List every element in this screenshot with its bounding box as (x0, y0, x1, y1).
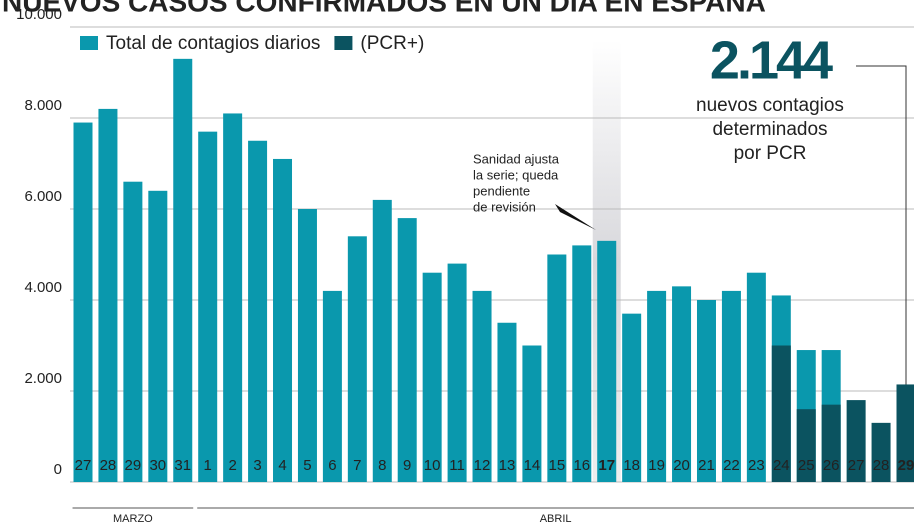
bar (148, 190, 168, 483)
x-tick-label: 31 (174, 457, 191, 474)
bar (622, 313, 642, 482)
bar (647, 290, 667, 482)
bar (696, 300, 716, 482)
bar (73, 122, 93, 483)
bar (821, 404, 841, 482)
annotation: Sanidad ajusta (473, 151, 560, 166)
bar (173, 58, 193, 482)
bar (746, 272, 766, 482)
annotation-pointer (555, 204, 596, 230)
bar (547, 254, 567, 482)
x-tick-label: 30 (149, 457, 166, 474)
x-tick-label: 10 (424, 457, 441, 474)
x-tick-label: 1 (204, 457, 212, 474)
legend-label: (PCR+) (360, 33, 424, 54)
x-tick-label: 8 (378, 457, 386, 474)
annotation: la serie; queda (473, 167, 559, 182)
bar (372, 199, 392, 482)
y-tick-label: 4.000 (24, 279, 62, 296)
x-tick-label: 21 (698, 457, 715, 474)
x-tick-label: 20 (673, 457, 690, 474)
x-tick-label: 15 (549, 457, 566, 474)
legend-label: Total de contagios diarios (106, 33, 320, 54)
legend-swatch (334, 36, 353, 50)
bar (896, 384, 914, 482)
bar (672, 286, 692, 482)
bar (98, 108, 118, 483)
bar (522, 345, 542, 482)
bar (397, 218, 417, 482)
x-tick-label: 14 (524, 457, 541, 474)
bar (796, 409, 816, 482)
x-tick-label: 7 (353, 457, 361, 474)
annotation: de revisión (473, 199, 536, 214)
x-tick-label: 23 (748, 457, 765, 474)
bar (223, 113, 243, 482)
bar (123, 181, 143, 482)
bar (846, 400, 866, 482)
x-tick-label: 29 (125, 457, 142, 474)
x-tick-label: 6 (328, 457, 336, 474)
x-tick-label: 28 (100, 457, 117, 474)
legend-swatch (80, 36, 98, 50)
bar (721, 290, 741, 482)
bar (422, 272, 442, 482)
x-tick-label: 28 (873, 457, 890, 474)
x-tick-label: 3 (253, 457, 261, 474)
x-tick-label: 27 (848, 457, 865, 474)
x-tick-label: 29 (898, 457, 914, 474)
bar (572, 245, 592, 482)
bar (198, 131, 218, 482)
bar (322, 290, 342, 482)
x-tick-label: 13 (499, 457, 516, 474)
y-tick-label: 8.000 (24, 97, 62, 114)
bar (447, 263, 467, 482)
x-tick-label: 27 (75, 457, 92, 474)
callout-text: por PCR (734, 143, 807, 164)
y-tick-label: 0 (54, 461, 62, 478)
x-tick-label: 16 (573, 457, 590, 474)
callout-text: nuevos contagios (696, 95, 844, 116)
bar (248, 140, 268, 482)
month-label: MARZO (113, 513, 153, 524)
bar (597, 240, 617, 482)
callout-line (856, 65, 907, 385)
x-tick-label: 17 (598, 457, 615, 474)
x-tick-label: 18 (623, 457, 640, 474)
bar (871, 422, 891, 482)
bar (771, 345, 791, 482)
bar (472, 290, 492, 482)
bar (497, 322, 517, 482)
chart-title: NUEVOS CASOS CONFIRMADOS EN UN DÍA EN ES… (2, 0, 766, 17)
y-tick-label: 10.000 (16, 6, 62, 23)
x-tick-label: 5 (303, 457, 311, 474)
y-tick-label: 2.000 (24, 370, 62, 387)
x-tick-label: 9 (403, 457, 411, 474)
x-tick-label: 2 (228, 457, 236, 474)
y-tick-label: 6.000 (24, 188, 62, 205)
x-tick-label: 4 (278, 457, 286, 474)
annotation: pendiente (473, 183, 530, 198)
bar (347, 236, 367, 482)
x-tick-label: 11 (449, 457, 465, 474)
x-tick-label: 19 (648, 457, 665, 474)
x-tick-label: 22 (723, 457, 740, 474)
bar (297, 209, 317, 482)
callout-text: determinados (712, 119, 827, 140)
x-tick-label: 12 (474, 457, 491, 474)
bar (273, 158, 293, 482)
x-tick-label: 25 (798, 457, 815, 474)
callout-value: 2.144 (710, 30, 833, 90)
month-label: ABRIL (540, 513, 572, 524)
x-tick-label: 26 (823, 457, 840, 474)
x-tick-label: 24 (773, 457, 790, 474)
